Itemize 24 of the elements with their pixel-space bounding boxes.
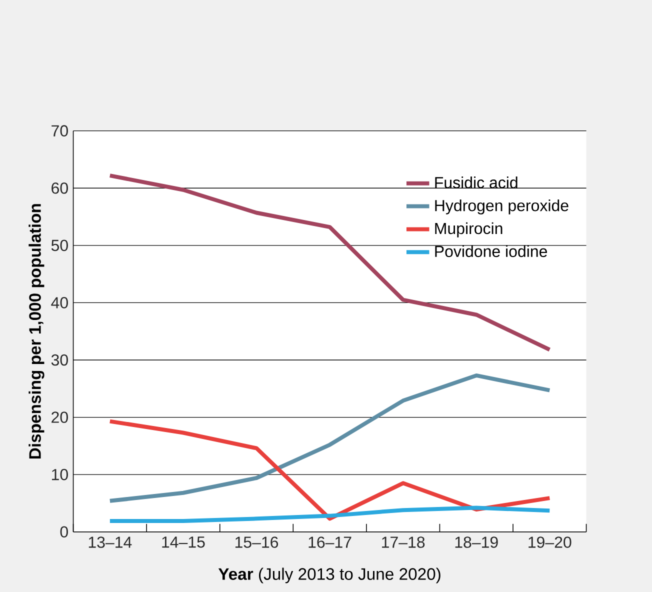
x-tick-label: 19–20 <box>528 536 572 548</box>
legend-label: Povidone iodine <box>435 245 547 258</box>
x-tick-label: 15–16 <box>235 536 278 548</box>
y-tick-label: 30 <box>51 354 68 366</box>
y-tick-label: 40 <box>51 297 68 308</box>
y-tick-label: 70 <box>52 125 68 136</box>
y-tick-label: 0 <box>60 526 68 538</box>
line-series <box>108 373 552 503</box>
x-tick-label: 17–18 <box>382 536 425 548</box>
line-series <box>108 419 552 521</box>
y-tick-label: 60 <box>52 182 68 194</box>
y-tick-label: 50 <box>51 240 68 252</box>
legend-label: Hydrogen peroxide <box>435 199 568 214</box>
legend-label: Mupirocin <box>435 222 502 238</box>
y-tick-label: 10 <box>52 468 68 480</box>
x-axis-title: Year (July 2013 to June 2020) <box>218 568 440 584</box>
legend-label: Fusidic acid <box>435 176 518 188</box>
x-tick-label: 14–15 <box>162 536 205 548</box>
x-tick-label: 13–14 <box>88 536 132 548</box>
line-series <box>108 506 552 523</box>
x-tick-label: 18–19 <box>455 536 498 548</box>
x-tick-label: 16–17 <box>308 536 352 548</box>
y-axis-title: Dispensing per 1,000 population <box>28 204 44 459</box>
y-tick-label: 20 <box>52 412 68 423</box>
